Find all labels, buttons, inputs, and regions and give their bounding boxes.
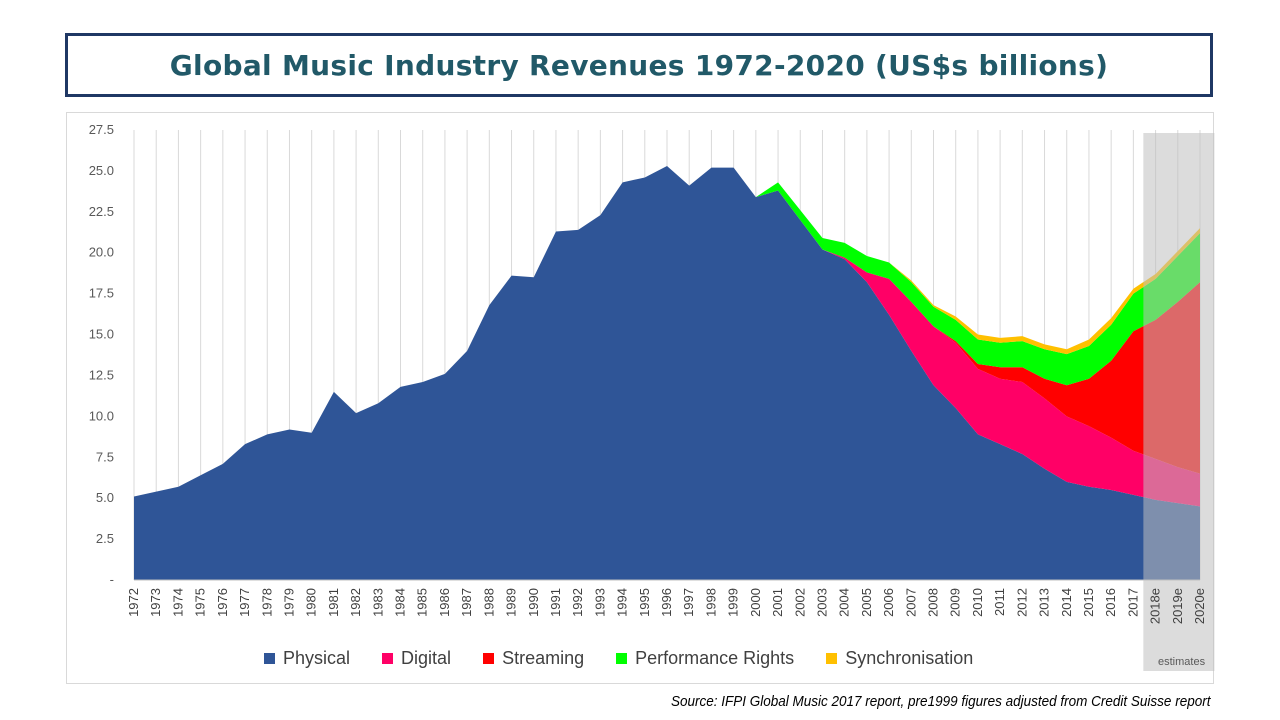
x-tick-label: 2015: [1081, 588, 1096, 617]
x-tick-label: 2012: [1014, 588, 1029, 617]
y-tick-label: 20.0: [89, 245, 114, 260]
y-tick-label: 7.5: [96, 449, 114, 464]
x-tick-label: 2004: [837, 588, 852, 617]
x-tick-label: 2002: [792, 588, 807, 617]
x-tick-label: 2008: [926, 588, 941, 617]
x-tick-label: 1994: [615, 588, 630, 617]
x-tick-label: 2009: [948, 588, 963, 617]
y-tick-label: 5.0: [96, 490, 114, 505]
x-tick-label: 1995: [637, 588, 652, 617]
x-tick-label: 1983: [370, 588, 385, 617]
x-tick-label: 2020e: [1192, 588, 1207, 624]
legend-swatch: [264, 653, 275, 664]
x-tick-label: 1999: [726, 588, 741, 617]
legend-item-physical: Physical: [264, 648, 350, 669]
x-tick-label: 1987: [459, 588, 474, 617]
legend-swatch: [826, 653, 838, 664]
x-tick-label: 2010: [970, 588, 985, 617]
y-tick-label: 17.5: [89, 286, 114, 301]
x-tick-label: 2011: [992, 588, 1007, 616]
legend-label: Physical: [283, 648, 351, 668]
legend-label: Performance Rights: [635, 648, 795, 668]
series-area-physical: [134, 166, 1200, 580]
x-tick-label: 2006: [881, 588, 896, 617]
series-area-digital: [134, 166, 1200, 507]
legend-item-digital: Digital: [382, 648, 451, 669]
x-tick-label: 1978: [259, 588, 274, 617]
x-tick-label: 1976: [215, 588, 230, 617]
x-tick-label: 2007: [903, 588, 918, 617]
legend-label: Streaming: [502, 648, 585, 668]
y-tick-label: 2.5: [96, 531, 114, 546]
estimates-label: estimates: [1158, 656, 1206, 668]
chart-frame: - 2.5 5.0 7.5 10.0 12.5 15.0 17.5 20.0 22.5 25.0 27…: [66, 112, 1215, 684]
x-tick-label: 1998: [703, 588, 718, 617]
x-tick-label: 2018e: [1148, 588, 1163, 624]
x-tick-label: 1975: [193, 588, 208, 617]
x-tick-label: 2001: [770, 588, 785, 617]
x-tick-label: 1992: [570, 588, 585, 617]
x-tick-label: 2016: [1103, 588, 1118, 617]
x-tick-label: 1991: [548, 588, 563, 617]
estimates-shade: [1143, 133, 1215, 671]
legend-item-performance-rights: Performance Rights: [616, 648, 794, 669]
x-tick-label: 2000: [748, 588, 763, 617]
title-box: Global Music Industry Revenues 1972-2020…: [65, 33, 1213, 97]
y-tick-label: 10.0: [89, 408, 114, 423]
y-tick-label: 22.5: [89, 204, 114, 219]
x-tick-label: 1981: [326, 588, 341, 617]
legend-item-synchronisation: Synchronisation: [826, 648, 973, 669]
x-tick-label: 2013: [1037, 588, 1052, 617]
x-tick-label: 1990: [526, 588, 541, 617]
y-tick-label: 25.0: [89, 163, 114, 178]
x-tick-label: 1973: [148, 588, 163, 617]
y-tick-label: 12.5: [89, 367, 114, 382]
x-tick-label: 2014: [1059, 588, 1074, 617]
y-tick-label: -: [110, 572, 114, 587]
chart-svg: - 2.5 5.0 7.5 10.0 12.5 15.0 17.5 20.0 22.5 25.0 27…: [89, 122, 1215, 671]
x-tick-label: 1984: [393, 588, 408, 617]
x-tick-label: 1980: [304, 588, 319, 617]
legend-swatch: [382, 653, 394, 664]
x-tick-label: 2005: [859, 588, 874, 617]
x-tick-label: 2019e: [1170, 588, 1185, 624]
source-note: Source: IFPI Global Music 2017 report, p…: [670, 693, 1210, 710]
y-tick-label: 15.0: [89, 327, 114, 342]
x-tick-label: 2003: [814, 588, 829, 617]
legend-swatch: [483, 653, 495, 664]
chart-title: Global Music Industry Revenues 1972-2020…: [169, 48, 1109, 82]
x-tick-label: 2017: [1125, 588, 1140, 617]
x-tick-label: 1972: [126, 588, 141, 617]
x-tick-label: 1996: [659, 588, 674, 617]
legend-label: Digital: [401, 648, 452, 668]
x-tick-label: 1989: [504, 588, 519, 617]
legend-item-streaming: Streaming: [483, 648, 584, 669]
y-tick-label: 27.5: [89, 122, 114, 137]
legend-label: Synchronisation: [845, 648, 974, 668]
x-tick-label: 1993: [592, 588, 607, 617]
chart-legend: Physical Digital Streaming Performance Righ…: [264, 648, 1005, 669]
x-tick-label: 1982: [348, 588, 363, 617]
x-tick-label: 1977: [237, 588, 252, 617]
legend-swatch: [616, 653, 628, 664]
x-tick-label: 1979: [281, 588, 296, 617]
x-tick-label: 1985: [415, 588, 430, 617]
x-tick-label: 1997: [681, 588, 696, 617]
x-tick-label: 1974: [170, 588, 185, 617]
x-tick-label: 1986: [437, 588, 452, 617]
x-tick-label: 1988: [481, 588, 496, 617]
